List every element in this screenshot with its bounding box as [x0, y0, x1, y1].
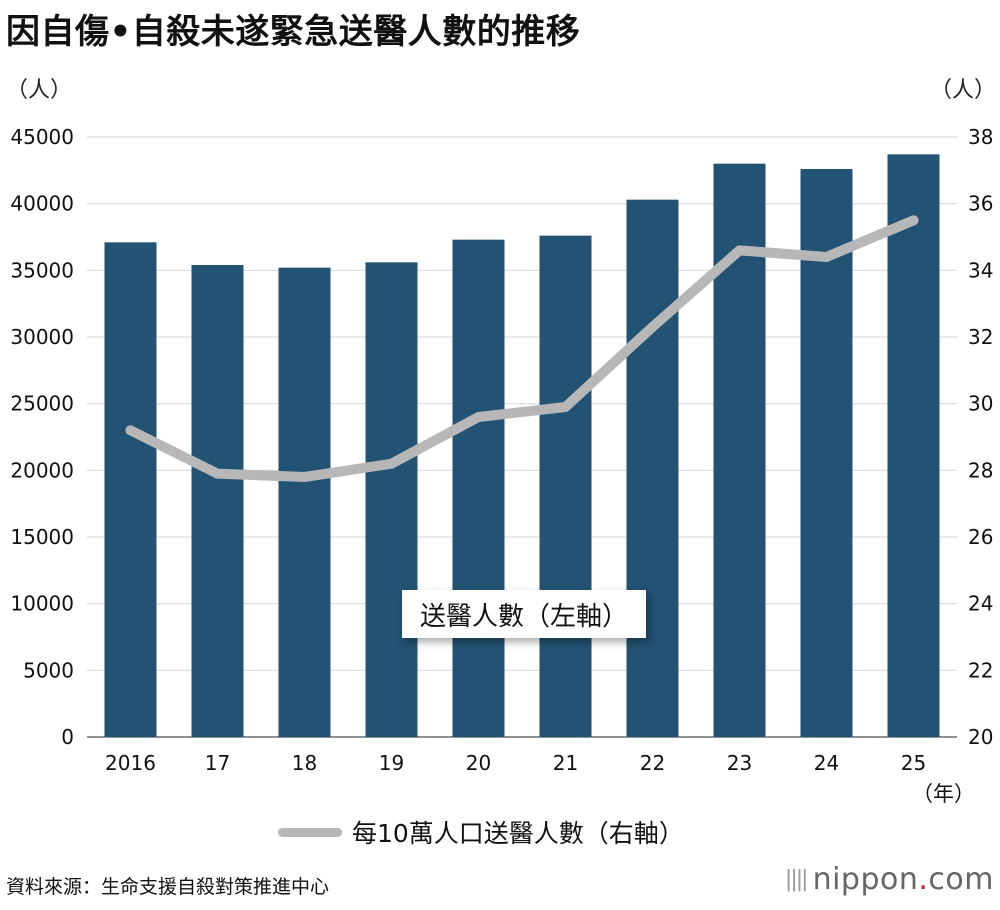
line-point	[473, 412, 484, 422]
x-axis-tick-label: 17	[205, 751, 230, 775]
x-axis-tick-label: 18	[292, 751, 317, 775]
bar	[191, 265, 244, 737]
bar	[365, 262, 418, 737]
bar-series-label-text: 送醫人數（左軸）	[419, 601, 628, 632]
line-series	[125, 215, 919, 482]
x-axis-tick-label: 24	[814, 751, 839, 775]
line-point	[908, 215, 919, 226]
bar-series	[104, 154, 940, 738]
logo-tld: com	[928, 862, 994, 897]
left-axis-tick-label: 45000	[10, 125, 74, 149]
right-axis-tick-label: 20	[968, 725, 993, 749]
right-axis-unit: （人）	[929, 78, 996, 103]
right-axis-tick-label: 32	[968, 325, 993, 349]
right-axis-tick-label: 36	[968, 192, 993, 216]
left-axis-tick-label: 30000	[10, 325, 74, 349]
legend: 每10萬人口送醫人數（右軸）	[278, 812, 684, 852]
line-point	[386, 458, 397, 469]
line-series-path	[125, 215, 919, 482]
x-axis-tick-label: 19	[379, 751, 404, 775]
left-axis-tick-label: 35000	[10, 258, 74, 282]
logo-name: nippon	[812, 862, 919, 897]
x-axis-tick-label: 2016	[105, 751, 156, 775]
bar	[104, 242, 157, 738]
left-axis-unit: （人）	[6, 78, 73, 103]
x-axis-ticks: 2016 17 18 19 20 21 22 23 24 25	[105, 751, 926, 775]
x-axis-unit: （年）	[912, 782, 975, 806]
right-axis-tick-label: 26	[968, 525, 993, 549]
line-point	[299, 472, 310, 482]
bar	[626, 199, 679, 737]
left-axis-tick-label: 10000	[10, 592, 74, 616]
line-point	[560, 402, 571, 412]
logo-mark-icon: ||||	[784, 867, 809, 892]
left-axis-tick-label: 40000	[10, 192, 74, 216]
x-axis-tick-label: 23	[727, 751, 752, 775]
x-axis-tick-label: 25	[901, 751, 926, 775]
bar	[800, 169, 853, 737]
right-axis-tick-label: 34	[968, 258, 993, 282]
source-note: 資料來源：生命支援自殺對策推進中心	[6, 876, 330, 898]
legend-line-label: 每10萬人口送醫人數（右軸）	[352, 819, 684, 848]
chart-title: 因自傷•自殺未遂緊急送醫人數的推移	[6, 12, 581, 52]
left-axis-ticks: 0 5000 10000 15000 20000 25000 30000 35000 40000…	[10, 125, 74, 749]
right-axis-tick-label: 38	[968, 125, 993, 149]
right-axis-tick-label: 28	[968, 458, 993, 482]
left-axis-tick-label: 15000	[10, 525, 74, 549]
x-axis-tick-label: 21	[553, 751, 578, 775]
right-axis-tick-label: 22	[968, 658, 993, 682]
right-axis-tick-label: 24	[968, 592, 993, 616]
left-axis-tick-label: 0	[61, 725, 74, 749]
bar	[887, 154, 940, 738]
line-point	[647, 322, 658, 332]
nippon-logo: |||| nippon.com	[785, 862, 994, 897]
logo-dot: .	[918, 862, 929, 897]
right-axis-tick-label: 30	[968, 392, 993, 416]
right-axis-ticks: 20 22 24 26 28 30 32 34 36 38	[968, 125, 993, 749]
left-axis-tick-label: 20000	[10, 458, 74, 482]
bar	[278, 267, 331, 737]
left-axis-tick-label: 25000	[10, 392, 74, 416]
legend-line-swatch	[278, 827, 342, 837]
line-point	[734, 245, 745, 256]
line-point	[821, 252, 832, 262]
left-axis-tick-label: 5000	[23, 658, 74, 682]
x-axis-tick-label: 20	[466, 751, 491, 775]
bar	[539, 235, 592, 737]
bar	[452, 239, 505, 737]
x-axis-tick-label: 22	[640, 751, 665, 775]
bar-series-label: 送醫人數（左軸）	[402, 590, 646, 638]
line-point	[212, 468, 223, 479]
line-point	[125, 425, 136, 436]
